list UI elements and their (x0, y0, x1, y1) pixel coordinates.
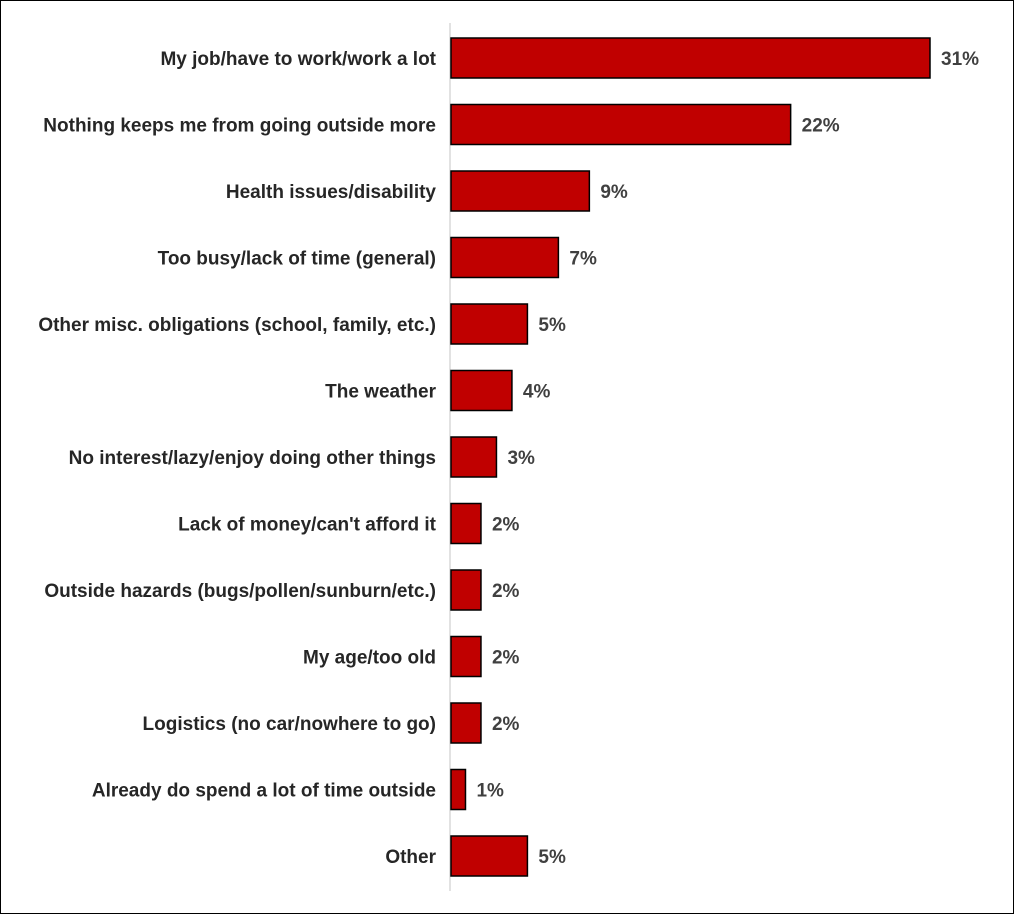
bar (450, 569, 482, 611)
value-label: 5% (538, 847, 566, 868)
bar (450, 170, 591, 212)
value-label: 1% (476, 781, 504, 802)
value-label: 31% (941, 49, 979, 70)
value-label: 2% (492, 581, 520, 602)
value-label: 7% (569, 249, 597, 270)
category-label: Other (385, 847, 436, 868)
value-label: 22% (802, 116, 840, 137)
value-label: 5% (538, 315, 566, 336)
category-label: Nothing keeps me from going outside more (43, 116, 436, 137)
category-label: Logistics (no car/nowhere to go) (143, 714, 436, 735)
value-labels: 31% 22% 9% 7% 5% 4% 3% 2% 2% 2% 2% 1% 5% (476, 49, 979, 868)
category-label: The weather (325, 382, 436, 403)
category-label: Outside hazards (bugs/pollen/sunburn/etc… (44, 581, 436, 602)
bar (450, 835, 529, 877)
category-label: Lack of money/can't afford it (178, 515, 437, 536)
bar (450, 436, 498, 478)
bar (450, 768, 467, 811)
category-label: Already do spend a lot of time outside (92, 781, 436, 802)
category-label: My age/too old (303, 648, 436, 669)
category-label: No interest/lazy/enjoy doing other thing… (69, 448, 436, 469)
value-label: 2% (492, 648, 520, 669)
value-label: 4% (523, 382, 551, 403)
bar (450, 702, 482, 744)
bar (450, 236, 560, 279)
bar (450, 37, 931, 79)
bar (450, 303, 529, 345)
category-label: Health issues/disability (226, 182, 437, 203)
value-label: 9% (600, 182, 628, 203)
bar (450, 103, 792, 146)
bar (450, 369, 513, 412)
category-label: Other misc. obligations (school, family,… (38, 315, 436, 336)
value-label: 2% (492, 714, 520, 735)
value-label: 2% (492, 515, 520, 536)
bar (450, 635, 482, 678)
value-label: 3% (507, 448, 535, 469)
category-labels: My job/have to work/work a lot Nothing ke… (38, 49, 436, 868)
bar (450, 502, 482, 545)
category-label: My job/have to work/work a lot (160, 49, 436, 70)
bars (450, 37, 931, 877)
category-label: Too busy/lack of time (general) (158, 249, 436, 270)
